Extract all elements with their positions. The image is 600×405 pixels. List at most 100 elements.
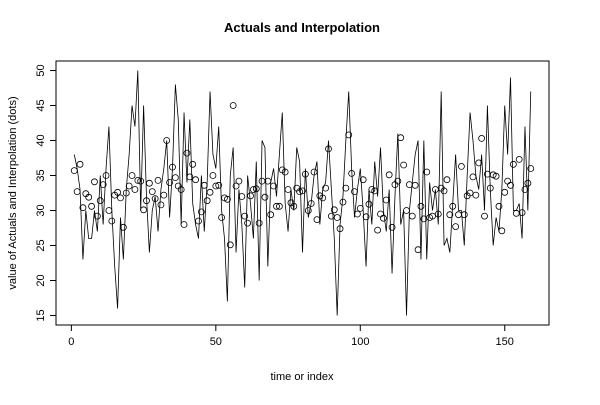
interpolation-point (382, 196, 390, 204)
interpolation-point (270, 182, 278, 190)
interpolation-point (249, 186, 257, 193)
interpolation-point (385, 171, 393, 179)
interpolation-point (203, 197, 211, 205)
interpolation-point (325, 145, 332, 153)
interpolation-point (434, 210, 442, 218)
interpolation-point (232, 182, 240, 190)
interpolation-point (108, 217, 116, 225)
y-tick-label: 35 (35, 169, 47, 181)
interpolation-point (79, 204, 87, 212)
interpolation-point (512, 209, 520, 217)
interpolation-point (186, 173, 194, 181)
interpolation-point (169, 163, 176, 171)
interpolation-point (374, 226, 382, 234)
chart-title: Actuals and Interpolation (224, 20, 380, 35)
interpolation-point (284, 186, 292, 193)
interpolation-point (128, 172, 136, 179)
interpolation-point (264, 177, 272, 185)
interpolation-point (154, 177, 162, 184)
interpolation-point (466, 189, 474, 197)
interpolation-point (140, 206, 147, 214)
interpolation-point (137, 177, 145, 185)
interpolation-point (275, 202, 283, 210)
interpolation-point (212, 182, 220, 190)
interpolation-point (429, 212, 436, 220)
interpolation-point (408, 212, 416, 220)
interpolation-point (281, 168, 289, 176)
interpolation-point (125, 182, 133, 190)
interpolation-point (117, 194, 124, 202)
y-axis-label: value of Actuals and Interpolation (dots… (7, 96, 19, 289)
interpolation-point (423, 168, 431, 176)
interpolation-point (446, 211, 454, 219)
interpolation-point (215, 181, 223, 189)
interpolation-point (475, 159, 483, 167)
interpolation-point (388, 223, 396, 231)
interpolation-point (510, 160, 517, 168)
interpolation-point (527, 165, 535, 172)
interpolation-point (452, 223, 460, 230)
interpolation-point (299, 187, 306, 195)
interpolation-point (518, 209, 526, 216)
interpolation-point (507, 181, 514, 189)
interpolation-point (273, 202, 280, 210)
interpolation-point (405, 181, 413, 189)
interpolation-point (218, 214, 226, 221)
x-tick-label: 0 (68, 336, 74, 348)
interpolation-point (85, 193, 93, 201)
interpolation-point (296, 188, 304, 196)
y-tick-label: 30 (35, 204, 47, 216)
interpolation-point (223, 195, 231, 203)
interpolation-point (122, 189, 130, 197)
interpolation-point (180, 221, 188, 228)
interpolation-point (131, 186, 139, 193)
interpolation-point (330, 206, 338, 214)
y-tick-label: 20 (35, 274, 47, 286)
interpolation-point (96, 197, 104, 205)
actuals-line (73, 70, 532, 316)
interpolation-point (356, 204, 364, 212)
interpolation-point (486, 184, 494, 192)
interpolation-point (241, 212, 249, 220)
interpolation-point (501, 188, 509, 196)
interpolation-point (365, 200, 373, 208)
interpolation-point (91, 178, 98, 186)
interpolation-point (379, 214, 387, 222)
interpolation-point (143, 197, 150, 205)
interpolation-point (160, 191, 168, 199)
interpolation-point (342, 184, 350, 192)
interpolation-point (319, 194, 327, 202)
interpolation-point (359, 176, 367, 184)
plot-box (55, 60, 550, 326)
interpolation-point (119, 223, 127, 231)
interpolation-point (307, 200, 315, 207)
interpolation-point (443, 176, 451, 184)
interpolation-point (73, 188, 81, 196)
interpolation-point (145, 179, 153, 187)
interpolation-point (177, 186, 185, 193)
interpolation-point (267, 211, 275, 219)
interpolation-point (238, 193, 246, 200)
interpolation-point (322, 184, 330, 192)
interpolation-point (206, 188, 214, 196)
interpolation-point (209, 172, 217, 179)
interpolation-point (353, 210, 361, 218)
interpolation-point (469, 173, 477, 181)
interpolation-point (521, 186, 529, 193)
interpolation-point (460, 211, 468, 219)
interpolation-point (88, 202, 95, 210)
interpolation-point (313, 216, 321, 223)
x-tick-label: 150 (496, 336, 514, 348)
interpolation-point (440, 187, 448, 195)
y-tick-label: 25 (35, 239, 47, 251)
interpolation-point (134, 177, 142, 184)
interpolation-point (481, 212, 488, 220)
interpolation-point (183, 149, 191, 157)
interpolation-point (163, 137, 171, 144)
interpolation-point (166, 179, 174, 186)
interpolation-point (157, 201, 165, 209)
interpolation-point (472, 191, 480, 199)
interpolation-point (333, 214, 341, 221)
interpolation-point (102, 172, 110, 179)
